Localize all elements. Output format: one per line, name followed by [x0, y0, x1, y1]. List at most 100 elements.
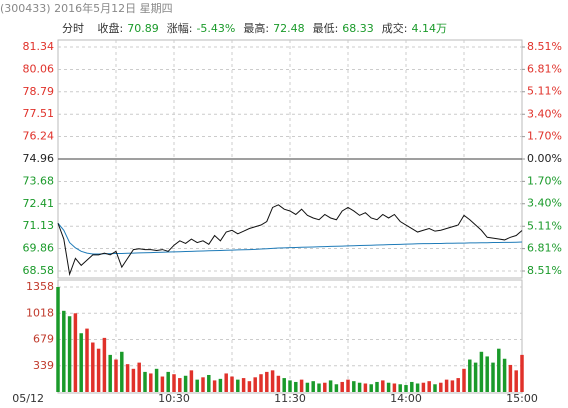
volume-bar	[508, 364, 513, 392]
info-value: 68.33	[342, 22, 374, 35]
volume-bar	[334, 384, 339, 392]
volume-bar	[369, 384, 373, 392]
volume-bar	[114, 359, 118, 392]
volume-bar	[183, 375, 188, 392]
volume-bar	[427, 381, 431, 392]
y-tick-label: 68.58	[23, 264, 55, 277]
x-tick-label: 11:30	[274, 392, 306, 405]
average-line	[57, 222, 523, 255]
volume-bar	[270, 370, 275, 392]
volume-bar	[392, 383, 397, 392]
volume-bar	[357, 382, 362, 392]
y-tick-label: 77.51	[23, 107, 55, 120]
weekday: 星期四	[139, 2, 173, 15]
header: (300433) 2016年5月12日 星期四	[0, 0, 173, 16]
volume-bar	[282, 378, 286, 392]
volume-bar	[346, 379, 350, 392]
volume-bar	[444, 379, 449, 392]
info-label: 涨幅:	[166, 22, 193, 35]
volume-tick-label: 339	[33, 359, 54, 372]
y2-tick-label: 6.81%	[527, 62, 562, 75]
info-label: 最高:	[243, 22, 270, 35]
volume-bar	[502, 358, 507, 392]
volume-bar	[328, 380, 333, 392]
volume-bar	[224, 373, 228, 392]
volume-bar	[241, 378, 246, 392]
volume-bar	[236, 379, 240, 392]
volume-bar	[149, 373, 153, 392]
y-tick-label: 80.06	[23, 62, 55, 75]
volume-bar	[108, 354, 112, 392]
y-tick-label: 72.41	[23, 197, 55, 210]
y2-tick-label: 1.70%	[527, 174, 562, 187]
volume-bar	[520, 354, 524, 392]
x-tick-label: 05/12	[12, 392, 44, 405]
volume-bar	[218, 378, 223, 392]
volume-bar	[120, 351, 124, 392]
volume-bar	[497, 348, 501, 392]
volume-bar	[439, 382, 443, 392]
y2-tick-label: 5.11%	[527, 219, 562, 232]
volume-bar	[160, 376, 165, 392]
y2-tick-label: 8.51%	[527, 264, 562, 277]
volume-bar	[468, 359, 472, 392]
volume-bar	[56, 287, 60, 392]
volume-bar	[172, 374, 176, 392]
volume-bar	[404, 385, 408, 392]
y-tick-label: 76.24	[23, 130, 55, 143]
volume-bar	[201, 377, 205, 392]
info-row: 分时 收盘: 70.89 涨幅: -5.43% 最高: 72.48 最低: 68.33 成交: 4…	[62, 20, 455, 36]
y2-tick-label: 8.51%	[527, 40, 562, 53]
volume-bar	[433, 384, 437, 392]
volume-bar	[288, 380, 292, 392]
y2-tick-label: 1.70%	[527, 130, 562, 143]
volume-bar	[375, 381, 379, 392]
volume-tick-label: 1358	[26, 280, 54, 293]
volume-bar	[253, 377, 257, 392]
volume-bar	[96, 348, 101, 392]
volume-bar	[294, 381, 298, 392]
volume-bar	[189, 370, 194, 392]
y2-tick-label: 5.11%	[527, 85, 562, 98]
volume-tick-label: 679	[33, 333, 54, 346]
info-label: 成交:	[381, 22, 408, 35]
price-line	[57, 204, 523, 277]
x-tick-label: 10:30	[158, 392, 190, 405]
y-tick-label: 81.34	[23, 40, 55, 53]
volume-bar	[311, 381, 315, 392]
x-tick-label: 15:00	[506, 392, 538, 405]
volume-bar	[166, 371, 170, 392]
x-tick-label: 14:00	[390, 392, 422, 405]
volume-bar	[195, 379, 199, 392]
volume-bar	[79, 333, 83, 392]
volume-bar	[473, 362, 478, 392]
volume-bar	[299, 379, 304, 392]
y-tick-label: 78.79	[23, 85, 55, 98]
y-tick-label: 74.96	[23, 152, 55, 165]
volume-bar	[386, 382, 391, 392]
volume-bar	[73, 313, 78, 392]
volume-bar	[102, 337, 107, 392]
volume-bar	[85, 328, 89, 392]
volume-bar	[143, 371, 147, 392]
volume-bar	[207, 374, 211, 392]
tab[interactable]: 分时	[62, 22, 84, 35]
volume-bar	[421, 382, 426, 392]
volume-bar	[363, 383, 368, 392]
y2-tick-label: 3.40%	[527, 197, 562, 210]
volume-bar	[265, 371, 269, 392]
volume-bar	[137, 362, 141, 392]
volume-bar	[456, 378, 460, 392]
volume-bar	[340, 381, 344, 392]
stock-code: (300433)	[0, 2, 51, 15]
volume-bar	[352, 381, 356, 392]
volume-bar	[462, 368, 466, 392]
volume-bar	[514, 370, 518, 392]
volume-bar	[62, 310, 66, 392]
y2-tick-label: 3.40%	[527, 107, 562, 120]
volume-bar	[125, 364, 130, 392]
volume-tick-label: 1018	[26, 306, 54, 319]
volume-bar	[381, 380, 385, 392]
y2-tick-label: 6.81%	[527, 242, 562, 255]
